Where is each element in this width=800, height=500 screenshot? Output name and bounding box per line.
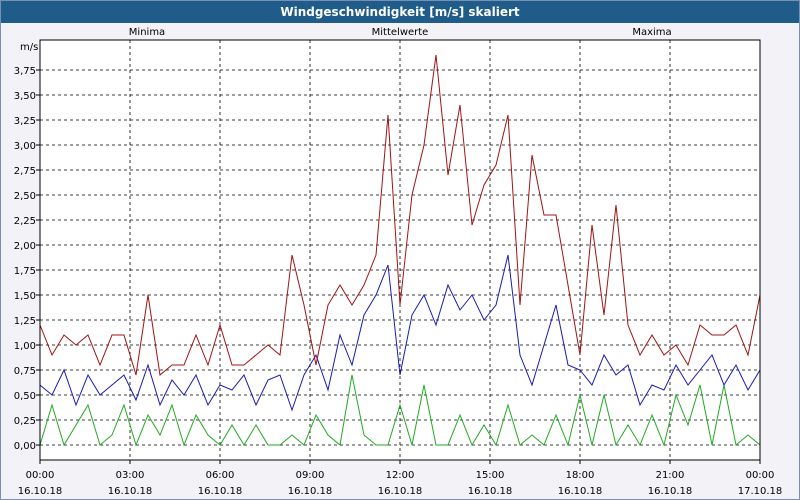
y-tick-label: 0,50 bbox=[14, 391, 36, 402]
y-tick-label: 2,00 bbox=[14, 241, 36, 252]
x-axis: 00:00 16.10.18 03:00 16.10.18 06:00 16.10.18 0… bbox=[18, 460, 783, 497]
chart-title: Windgeschwindigkeit [m/s] skaliert bbox=[1, 1, 799, 23]
legend: Minima Mittelwerte Maxima bbox=[129, 27, 672, 38]
y-tick-label: 2,50 bbox=[14, 191, 36, 202]
y-tick-label: 0,00 bbox=[14, 441, 36, 452]
y-tick-label: 0,25 bbox=[14, 416, 36, 427]
y-tick-label: 0,75 bbox=[14, 366, 36, 377]
x-tick-label-date: 16.10.18 bbox=[288, 486, 333, 497]
x-tick-label-date: 17.10.18 bbox=[738, 486, 783, 497]
x-tick-label-date: 16.10.18 bbox=[18, 486, 63, 497]
y-axis: 0,00 0,25 0,50 0,75 1,00 1,25 1,50 1,75 2,00 2,25… bbox=[14, 66, 40, 452]
x-tick-label-date: 16.10.18 bbox=[198, 486, 243, 497]
legend-entry-mittelwerte: Mittelwerte bbox=[372, 27, 429, 38]
x-tick-label-time: 21:00 bbox=[656, 470, 685, 481]
series-lines bbox=[39, 54, 761, 447]
y-tick-label: 3,00 bbox=[14, 141, 36, 152]
series-line-minima bbox=[39, 374, 761, 447]
legend-entry-maxima: Maxima bbox=[632, 27, 671, 38]
x-tick-label-time: 12:00 bbox=[386, 470, 415, 481]
x-tick-label-time: 06:00 bbox=[206, 470, 235, 481]
y-tick-label: 2,75 bbox=[14, 166, 36, 177]
grid bbox=[40, 40, 760, 460]
x-tick-label-date: 16.10.18 bbox=[468, 486, 513, 497]
y-tick-label: 2,25 bbox=[14, 216, 36, 227]
y-tick-label: 3,25 bbox=[14, 116, 36, 127]
x-tick-label-time: 15:00 bbox=[476, 470, 505, 481]
x-tick-label-date: 16.10.18 bbox=[378, 486, 423, 497]
x-tick-label-date: 16.10.18 bbox=[558, 486, 603, 497]
y-tick-label: 3,75 bbox=[14, 66, 36, 77]
series-line-maxima bbox=[39, 54, 761, 376]
y-tick-label: 1,00 bbox=[14, 341, 36, 352]
legend-entry-minima: Minima bbox=[129, 27, 165, 38]
y-tick-label: 1,25 bbox=[14, 316, 36, 327]
y-tick-label: 1,75 bbox=[14, 266, 36, 277]
x-tick-label-time: 00:00 bbox=[746, 470, 775, 481]
x-tick-label-time: 03:00 bbox=[116, 470, 145, 481]
y-tick-label: 3,50 bbox=[14, 91, 36, 102]
x-tick-label-time: 09:00 bbox=[296, 470, 325, 481]
x-tick-label-date: 16.10.18 bbox=[648, 486, 693, 497]
x-tick-label-time: 00:00 bbox=[26, 470, 55, 481]
y-axis-label: m/s bbox=[20, 42, 38, 53]
series-line-mittelwerte bbox=[39, 254, 761, 412]
y-tick-label: 1,50 bbox=[14, 291, 36, 302]
x-tick-label-date: 16.10.18 bbox=[108, 486, 153, 497]
x-tick-label-time: 18:00 bbox=[566, 470, 595, 481]
